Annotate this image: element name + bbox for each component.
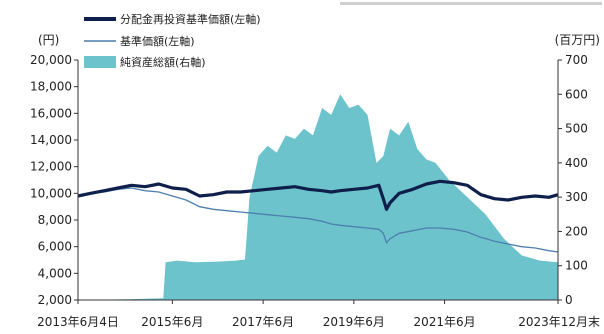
x-tick-label: 2013年6月4日 [37, 315, 119, 329]
left-tick-label: 18,000 [30, 80, 72, 94]
right-tick-label: 300 [565, 190, 588, 204]
left-tick-label: 16,000 [30, 106, 72, 120]
right-tick-label: 700 [565, 53, 588, 67]
right-tick-label: 0 [565, 293, 573, 307]
assets-area-layer [78, 94, 558, 300]
x-tick-label: 2023年12月末 [518, 315, 600, 329]
right-tick-label: 100 [565, 259, 588, 273]
line-layer [77, 179, 559, 253]
right-tick-label: 400 [565, 156, 588, 170]
left-tick-label: 12,000 [30, 160, 72, 174]
left-axis-unit: (円) [38, 33, 59, 47]
left-tick-label: 20,000 [30, 53, 72, 67]
header-rule [340, 2, 602, 5]
right-tick-label: 500 [565, 122, 588, 136]
left-tick-label: 14,000 [30, 133, 72, 147]
legend: 分配金再投資基準価額(左軸) 基準価額(左軸) 純資産総額(右軸) [84, 12, 261, 69]
right-axis-unit: (百万円) [555, 33, 600, 47]
x-tick-label: 2021年6月 [413, 315, 475, 329]
axes-layer: 20,000 18,000 16,000 14,000 12,000 10,000 8,00… [30, 33, 600, 329]
left-tick-label: 8,000 [38, 213, 72, 227]
legend-reinvested-label: 分配金再投資基準価額(左軸) [120, 12, 261, 26]
legend-assets-label: 純資産総額(右軸) [120, 55, 206, 69]
x-tick-label: 2017年6月 [232, 315, 294, 329]
legend-nav-label: 基準価額(左軸) [120, 34, 195, 48]
right-tick-label: 600 [565, 87, 588, 101]
left-tick-label: 2,000 [38, 293, 72, 307]
nav-line [77, 187, 559, 253]
x-tick-label: 2019年6月 [323, 315, 385, 329]
reinvested-line [77, 179, 559, 211]
left-tick-label: 4,000 [38, 266, 72, 280]
legend-assets-swatch [84, 56, 116, 68]
assets-area [78, 94, 558, 300]
x-tick-label: 2015年6月 [141, 315, 203, 329]
left-tick-label: 10,000 [30, 186, 72, 200]
left-tick-label: 6,000 [38, 240, 72, 254]
right-tick-label: 200 [565, 224, 588, 238]
